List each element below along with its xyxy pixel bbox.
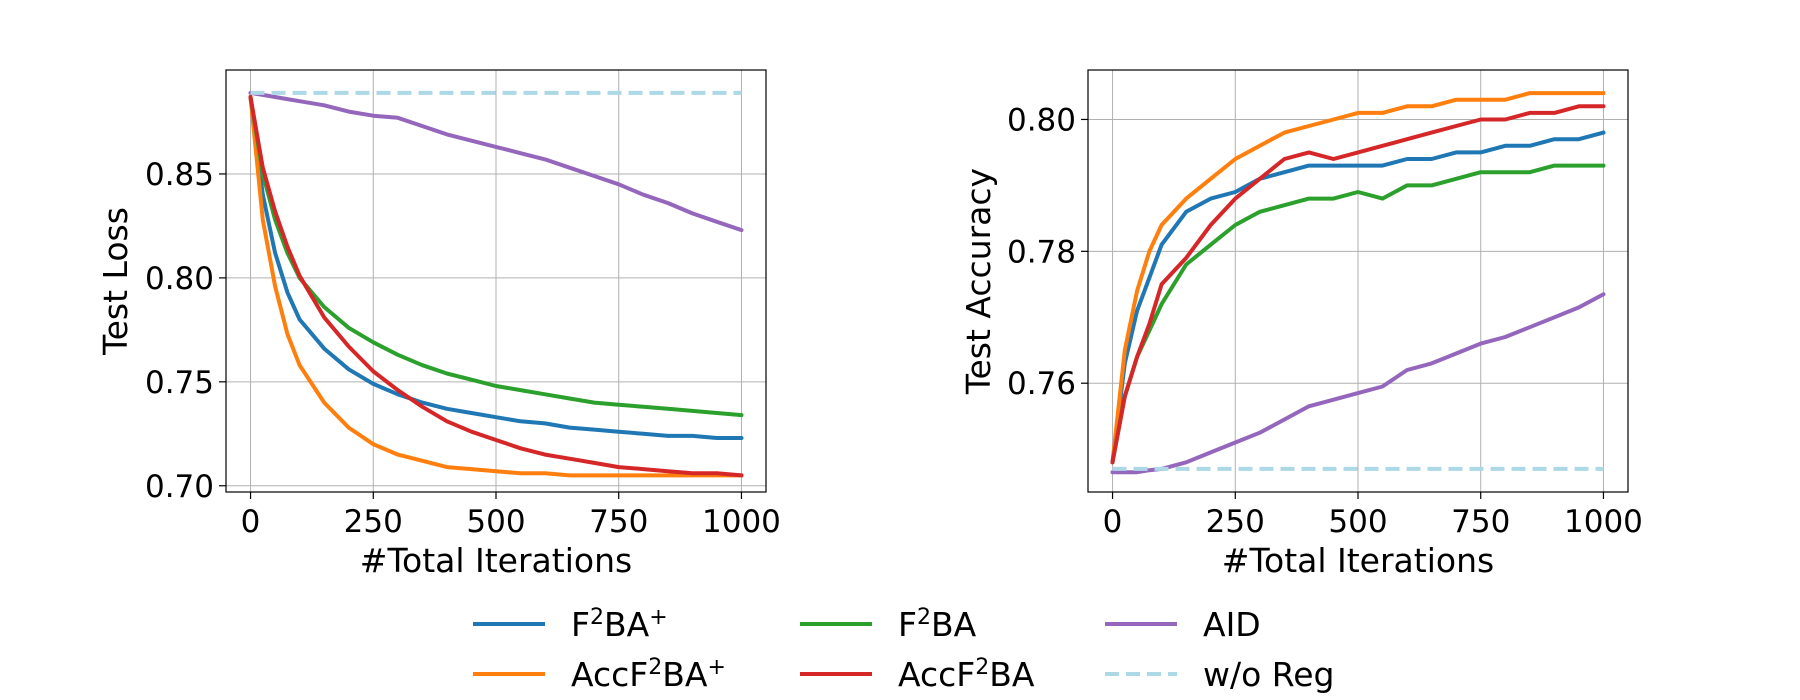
- series-line-accf-2-ba: [248, 95, 744, 478]
- series-line-aid: [248, 90, 744, 233]
- legend-label-sup: 2: [648, 655, 662, 680]
- y-tick-label: 0.75: [145, 365, 214, 401]
- x-tick-label: 500: [466, 504, 525, 540]
- y-tick-label: 0.80: [145, 261, 214, 297]
- legend-label-base: AID: [1203, 605, 1261, 644]
- legend-item: AccF2BA+: [473, 655, 726, 694]
- legend-label: AccF2BA+: [571, 655, 726, 694]
- series-line-f-2-ba: [1110, 130, 1606, 465]
- x-tick-label: 750: [1451, 504, 1510, 540]
- x-tick-label: 750: [589, 504, 648, 540]
- series-line-accf-2-ba: [1110, 91, 1606, 465]
- legend-label-mid: BA: [989, 655, 1035, 694]
- legend-item: AccF2BA: [800, 655, 1035, 694]
- legend-label-mid: BA: [604, 605, 650, 644]
- series-lines: [1110, 91, 1606, 475]
- legend-label-mid: BA: [931, 605, 977, 644]
- legend-label: AID: [1203, 605, 1261, 644]
- legend-label-sup: 2: [975, 655, 989, 680]
- x-tick-label: 1000: [1564, 504, 1643, 540]
- legend-label: F2BA+: [571, 605, 668, 644]
- series-line-f-2-ba: [248, 95, 744, 440]
- y-axis-label: Test Loss: [96, 207, 135, 356]
- series-line-accf-2-ba: [248, 95, 744, 478]
- legend-item: F2BA+: [473, 605, 668, 644]
- y-tick-label: 0.78: [1007, 234, 1076, 270]
- legend-label-sup: +: [649, 605, 667, 630]
- legend-label-base: w/o Reg: [1203, 655, 1334, 694]
- legend-item: F2BA: [800, 605, 977, 644]
- x-tick-label: 0: [1103, 504, 1123, 540]
- y-tick-label: 0.70: [145, 469, 214, 505]
- legend-item: AID: [1105, 605, 1261, 644]
- legend-label-base: AccF: [898, 655, 975, 694]
- legend-item: w/o Reg: [1105, 655, 1334, 694]
- y-tick-label: 0.80: [1007, 102, 1076, 138]
- x-tick-label: 500: [1328, 504, 1387, 540]
- legend-label-base: AccF: [571, 655, 648, 694]
- series-line-f-2-ba: [1110, 163, 1606, 465]
- x-axis-label: #Total Iterations: [360, 541, 632, 580]
- y-tick-label: 0.76: [1007, 366, 1076, 402]
- x-axis-label: #Total Iterations: [1222, 541, 1494, 580]
- legend-label-sup: 2: [590, 605, 604, 630]
- y-axis-label: Test Accuracy: [959, 168, 998, 395]
- legend-label-base: F: [898, 605, 917, 644]
- x-tick-label: 1000: [702, 504, 781, 540]
- y-tick-label: 0.85: [145, 157, 214, 193]
- legend-label-mid: BA: [662, 655, 708, 694]
- series-lines: [248, 90, 744, 478]
- legend-label-sup: 2: [917, 605, 931, 630]
- legend-label-base: F: [571, 605, 590, 644]
- x-tick-label: 250: [344, 504, 403, 540]
- test-loss-panel: 0 250 500 750 1000 0.70 0.75 0.80 0.85 #Total Ite…: [96, 69, 781, 580]
- series-line-accf-2-ba: [1110, 104, 1606, 465]
- legend-label: AccF2BA: [898, 655, 1035, 694]
- legend-label: w/o Reg: [1203, 655, 1334, 694]
- x-tick-label: 0: [241, 504, 261, 540]
- legend-label: F2BA: [898, 605, 977, 644]
- test-accuracy-panel: 0 250 500 750 1000 0.76 0.78 0.80 #Total Iterati…: [959, 69, 1643, 580]
- x-tick-label: 250: [1206, 504, 1265, 540]
- legend-label-sup: +: [707, 655, 725, 680]
